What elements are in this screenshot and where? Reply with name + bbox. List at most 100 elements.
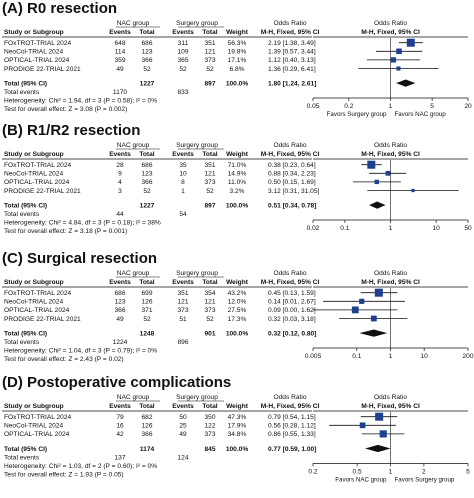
events2-cell: 351 — [177, 290, 188, 297]
total-events-label: Total events — [4, 211, 40, 218]
study-name: OPTICAL-TRIAL 2024 — [4, 307, 70, 314]
or-ci-cell: 0.32 [0.03, 3.18] — [268, 316, 316, 323]
or-ci-cell: 1.39 [0.57, 3.44] — [268, 49, 316, 56]
weight-sum: 100.0% — [226, 446, 249, 453]
or-ci-cell: 0.14 [0.01, 2.67] — [268, 299, 316, 306]
x-axis-tick-label: 0.1 — [352, 353, 361, 360]
forest-plot-a: NAC group Surgery group Odds Ratio Odds Rat… — [2, 20, 472, 118]
or-plot-header: Odds Ratio — [374, 270, 407, 277]
x-axis-tick-label: 5 — [466, 468, 470, 475]
x-axis-tick-label: 0.2 — [344, 103, 353, 110]
panel-title: (D) Postoperative complications — [2, 374, 232, 391]
x-axis-tick-label: 5 — [430, 103, 434, 110]
events2-cell: 311 — [178, 40, 189, 47]
total1-cell: 371 — [141, 307, 152, 314]
events1-cell: 49 — [116, 66, 124, 73]
events1-cell: 49 — [116, 316, 124, 323]
study-name: FOxTROT-TRIAL 2024 — [4, 40, 72, 47]
or-ci-col-header: M-H, Fixed, 95% CI — [261, 279, 320, 286]
events1-cell: 123 — [114, 299, 125, 306]
overall-effect-text: Test for overall effect: Z = 2.43 (P = 0… — [4, 356, 124, 363]
x-axis-tick-label: 10 — [432, 225, 440, 232]
or-plot-subheader: M-H, Fixed, 95% CI — [361, 279, 420, 286]
forest-panel-d: (D) Postoperative complications NAC grou… — [0, 374, 474, 498]
total2-col-header: Total — [202, 403, 217, 410]
total2-cell: 354 — [204, 290, 215, 297]
events2-sum: 896 — [177, 339, 188, 346]
pooled-or-ci: 1.80 [1.24, 2.61] — [268, 80, 316, 87]
study-estimate-square — [396, 48, 402, 55]
total-label: Total (95% CI) — [4, 446, 47, 453]
or-ci-cell: 0.56 [0.28, 1.12] — [268, 423, 316, 430]
total1-col-header: Total — [139, 403, 154, 410]
pooled-or-ci: 0.51 [0.34, 0.78] — [268, 202, 316, 209]
x-axis-tick-label: 20 — [464, 103, 472, 110]
weight-col-header: Weight — [226, 279, 249, 286]
or-ci-cell: 1.12 [0.40, 3.13] — [268, 57, 316, 64]
total1-col-header: Total — [139, 29, 154, 36]
overall-effect-text: Test for overall effect: Z = 1.93 (P = 0… — [4, 472, 124, 479]
or-col-header: Odds Ratio — [274, 270, 307, 277]
panel-title: (A) R0 resection — [2, 0, 118, 17]
events1-cell: 16 — [116, 423, 124, 430]
total1-cell: 686 — [141, 162, 152, 169]
x-axis-tick-label: 200 — [462, 353, 473, 360]
or-ci-cell: 0.79 [0.54, 1.15] — [268, 414, 316, 421]
study-name: PRODIGE 22-TRIAL 2021 — [4, 188, 81, 195]
study-name: FOxTROT-TRIAL 2024 — [4, 290, 72, 297]
events2-sum: 54 — [179, 211, 187, 218]
events2-cell: 52 — [179, 66, 187, 73]
weight-cell: 56.3% — [228, 40, 247, 47]
total1-cell: 52 — [143, 316, 151, 323]
or-ci-cell: 0.50 [0.15, 1.69] — [268, 179, 316, 186]
total1-cell: 123 — [141, 49, 152, 56]
study-estimate-square — [406, 38, 415, 47]
total1-cell: 366 — [141, 431, 152, 438]
total1-cell: 126 — [141, 299, 152, 306]
or-plot-subheader: M-H, Fixed, 95% CI — [361, 151, 420, 158]
x-axis-tick-label: 50 — [464, 225, 472, 232]
events2-sum: 833 — [177, 89, 188, 96]
forest-panel-b: (B) R1/R2 resection NAC group Surgery gro… — [0, 122, 474, 250]
forest-plot-d: NAC group Surgery group Odds Ratio Odds Rat… — [2, 394, 470, 483]
or-plot-header: Odds Ratio — [374, 142, 407, 149]
total1-col-header: Total — [139, 279, 154, 286]
pooled-diamond — [369, 201, 386, 209]
study-name: OPTICAL-TRIAL 2024 — [4, 57, 70, 64]
weight-cell: 27.5% — [228, 307, 247, 314]
total2-cell: 350 — [204, 414, 215, 421]
total2-sum: 901 — [204, 330, 215, 337]
forest-panel-a: (A) R0 resection NAC group Surgery group O… — [0, 0, 474, 122]
events2-col-header: Events — [172, 29, 194, 36]
study-estimate-square — [374, 288, 383, 297]
events1-cell: 42 — [116, 431, 124, 438]
heterogeneity-text: Heterogeneity: Chi² = 1.04, df = 3 (P = … — [4, 348, 157, 355]
study-estimate-square — [379, 430, 387, 438]
total2-cell: 121 — [204, 49, 215, 56]
weight-cell: 17.9% — [228, 423, 247, 430]
pooled-diamond — [359, 329, 388, 337]
overall-effect-text: Test for overall effect: Z = 3.08 (P = 0… — [4, 106, 127, 113]
events2-col-header: Events — [172, 151, 194, 158]
x-axis-tick-label: 0.2 — [308, 468, 317, 475]
weight-cell: 43.2% — [228, 290, 247, 297]
total-events-label: Total events — [4, 454, 40, 461]
or-plot-subheader: M-H, Fixed, 95% CI — [361, 403, 420, 410]
heterogeneity-text: Heterogeneity: Chi² = 4.84, df = 3 (P = … — [4, 220, 161, 227]
events1-cell: 28 — [116, 162, 124, 169]
events2-cell: 35 — [179, 162, 187, 169]
panel-title: (C) Surgical resection — [2, 250, 158, 267]
total2-cell: 351 — [204, 40, 215, 47]
group2-header: Surgery group — [176, 270, 218, 277]
weight-cell: 34.8% — [228, 431, 247, 438]
study-estimate-square — [367, 160, 376, 169]
events1-sum: 1170 — [113, 89, 128, 96]
total2-cell: 373 — [204, 431, 215, 438]
forest-plot-b: NAC group Surgery group Odds Ratio Odds Rat… — [2, 142, 472, 235]
study-name: NeoCol-TRIAL 2024 — [4, 49, 63, 56]
weight-sum: 100.0% — [226, 202, 249, 209]
weight-cell: 71.0% — [228, 162, 247, 169]
study-estimate-square — [411, 188, 415, 193]
total2-sum: 897 — [204, 202, 215, 209]
study-name: OPTICAL-TRIAL 2024 — [4, 431, 70, 438]
